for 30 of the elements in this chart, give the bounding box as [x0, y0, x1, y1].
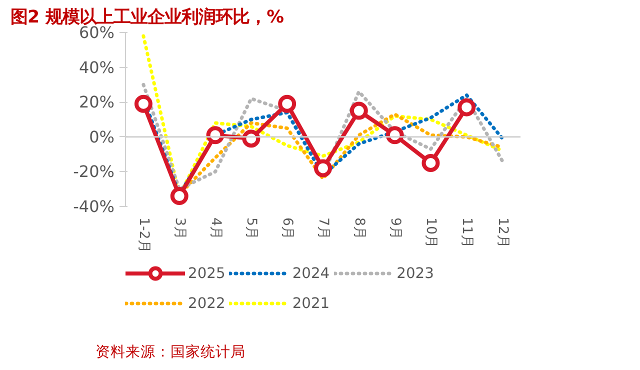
point [134, 94, 152, 113]
y-tick-label: 40% [78, 58, 114, 77]
y-tick-label: -20% [73, 162, 115, 182]
legend-label: 2022 [188, 294, 226, 314]
point [422, 154, 440, 172]
y-tick-label: -40% [73, 197, 115, 216]
legend-label: 2021 [292, 294, 330, 314]
x-tick-label: 4月 [208, 218, 223, 239]
x-tick-label: 10月 [423, 218, 438, 248]
chart-title: 图2 规模以上工业企业利润环比，% [10, 8, 284, 28]
x-tick-label: 12月 [495, 218, 510, 248]
x-tick-label: 5月 [244, 218, 259, 239]
point [278, 94, 296, 113]
point [350, 102, 368, 120]
legend-label: 2024 [292, 264, 330, 284]
text: 资料来源：国家统计局 [96, 344, 246, 360]
legend-label: 2025 [188, 264, 226, 284]
y-tick-label: 20% [78, 92, 114, 112]
point [170, 187, 188, 206]
point [458, 98, 476, 116]
x-tick-label: 7月 [316, 218, 330, 239]
x-tick-label: 9月 [387, 218, 402, 239]
point [314, 159, 332, 178]
y-tick-label: 0% [89, 127, 115, 146]
legend-label: 2023 [396, 264, 434, 284]
x-tick-label: 1-2月 [136, 218, 151, 252]
x-tick-label: 11月 [459, 218, 474, 248]
x-tick-label: 3月 [172, 218, 187, 239]
x-tick-label: 6月 [280, 218, 295, 239]
x-tick-label: 8月 [351, 218, 366, 239]
